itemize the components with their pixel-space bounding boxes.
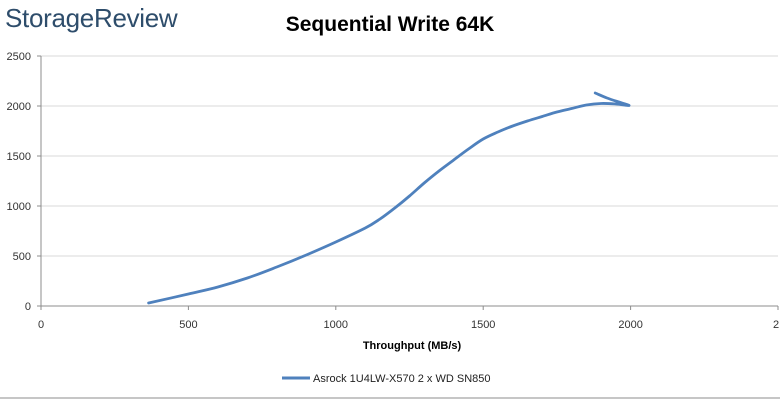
y-axis-ticks: 0 500 1000 1500 2000 2500	[7, 51, 41, 313]
y-tick-label: 2000	[7, 101, 31, 113]
series-lines	[147, 91, 631, 305]
x-tick-label: 500	[179, 319, 197, 331]
y-tick-label: 1000	[7, 201, 31, 213]
x-tick-label: 1500	[471, 319, 495, 331]
legend-label: Asrock 1U4LW-X570 2 x WD SN850	[313, 373, 491, 385]
y-tick-label: 0	[25, 301, 31, 313]
storagereview-logo: StorageReview	[5, 3, 178, 33]
legend: Asrock 1U4LW-X570 2 x WD SN850	[282, 373, 491, 385]
y-tick-label: 500	[13, 251, 31, 263]
y-tick-label: 1500	[7, 151, 31, 163]
x-axis-label: Throughput (MB/s)	[363, 340, 462, 352]
x-tick-label: 1000	[324, 319, 348, 331]
x-tick-label: 2000	[618, 319, 642, 331]
gridlines	[41, 55, 778, 257]
chart-title: Sequential Write 64K	[285, 13, 495, 36]
x-tick-label: 0	[38, 319, 44, 331]
axes	[40, 56, 778, 307]
x-tick-label: 2	[773, 319, 779, 331]
series-line	[147, 91, 631, 305]
x-axis-ticks: 0 500 1000 1500 2000 2	[38, 306, 779, 331]
y-tick-label: 2500	[7, 51, 31, 63]
